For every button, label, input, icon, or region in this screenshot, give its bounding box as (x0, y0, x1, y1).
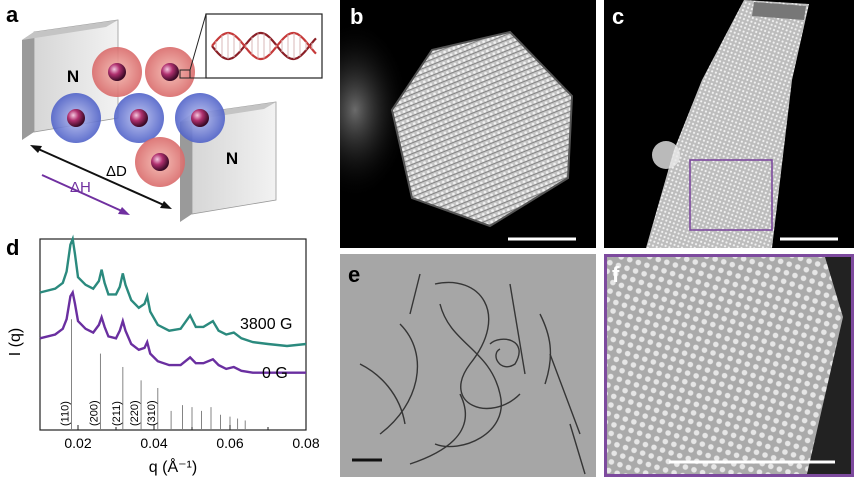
schematic-panel: N N (22, 13, 323, 222)
saxs-chart: (110) (200) (211) (220) (310) 0.02 0.04 0.06 0.… (7, 234, 320, 476)
x-axis-label: q (Å⁻¹) (149, 457, 197, 476)
delta-h-label: ΔH (70, 179, 91, 196)
reflection-label: (211) (111, 401, 123, 426)
tem-zoom-inset (604, 254, 854, 477)
x-tick-label: 0.02 (64, 435, 91, 451)
panel-label-a: a (6, 2, 19, 27)
x-tick-label: 0.04 (140, 435, 167, 451)
panel-label-e: e (348, 262, 361, 287)
delta-d-arrow (35, 147, 167, 207)
x-tick-label: 0.08 (292, 435, 319, 451)
tem-image-nanorod (604, 0, 854, 248)
left-magnet (22, 19, 119, 140)
dna-helix-icon (211, 31, 317, 61)
reflection-label: (220) (129, 400, 141, 426)
reflection-label: (110) (60, 401, 72, 426)
legend-series-1: 3800 G (240, 316, 292, 333)
x-tick-label: 0.06 (216, 435, 243, 451)
right-magnet-label: N (226, 149, 238, 168)
reflection-label: (310) (146, 400, 158, 426)
panel-label-b: b (350, 4, 364, 29)
tem-image-hexagonal-crystal (340, 0, 596, 248)
legend-series-2: 0 G (262, 365, 288, 382)
plot-frame (39, 238, 307, 431)
zoom-region-box (689, 159, 773, 231)
series-line-1 (39, 234, 307, 348)
delta-h-arrow (41, 174, 125, 213)
particle-array (51, 47, 225, 187)
series-line-2 (39, 289, 306, 374)
left-magnet-label: N (67, 67, 79, 86)
y-axis-label: I (q) (7, 328, 24, 356)
reflection-label: (200) (88, 400, 100, 426)
optical-image-wires (340, 254, 596, 477)
panel-label-f: f (612, 262, 620, 287)
panel-label-d: d (6, 235, 20, 260)
panel-label-c: c (612, 4, 625, 29)
delta-d-label: ΔD (106, 163, 127, 180)
